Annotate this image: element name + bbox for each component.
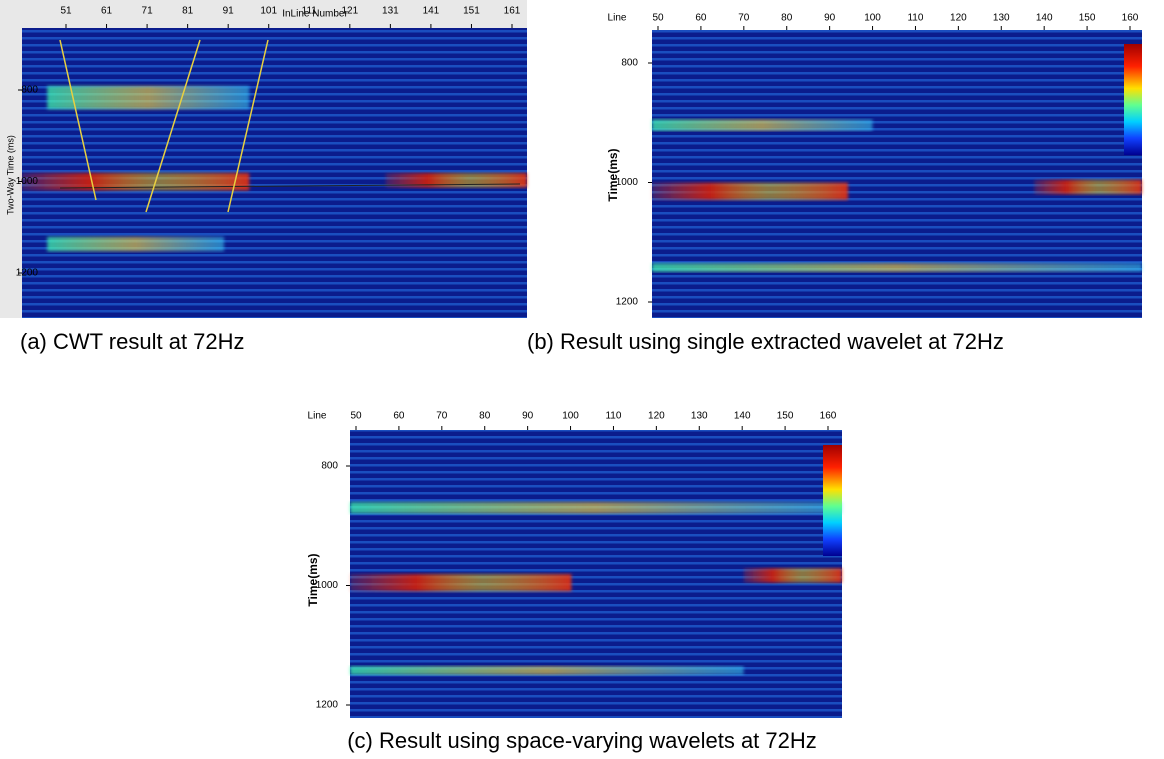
x-tick-label: 131	[382, 6, 399, 17]
y-axis-label: Two-Way Time (ms)	[5, 135, 15, 215]
amplitude-band	[652, 263, 1142, 272]
x-tick-label: 80	[781, 13, 793, 24]
color-bar	[1124, 44, 1142, 155]
amplitude-band	[350, 666, 744, 675]
x-tick-label: 101	[260, 6, 277, 17]
fault-line	[59, 39, 97, 201]
x-tick-label: 150	[777, 411, 794, 422]
color-bar	[823, 445, 842, 556]
horizon-pick	[59, 183, 521, 189]
x-tick-label: 121	[341, 6, 358, 17]
y-tick-label: 800	[621, 58, 638, 69]
y-tick-label: 1000	[316, 580, 339, 591]
amplitude-band	[652, 119, 873, 131]
x-tick-label: 90	[824, 13, 836, 24]
x-tick-label: 111	[302, 6, 318, 17]
x-tick-label: 91	[223, 6, 235, 17]
seismic-image	[652, 30, 1142, 318]
x-tick-label: 61	[101, 6, 113, 17]
x-tick-label: 150	[1079, 13, 1096, 24]
y-tick-label: 1000	[616, 177, 639, 188]
x-tick-label: 50	[350, 411, 362, 422]
y-tick-label: 800	[21, 85, 38, 96]
x-tick-label: 120	[950, 13, 967, 24]
amplitude-band	[47, 236, 224, 252]
x-tick-label: 130	[691, 411, 708, 422]
amplitude-band	[652, 182, 848, 200]
y-tick-label: 800	[321, 461, 338, 472]
x-tick-label: 161	[504, 6, 521, 17]
y-axis-label: Time(ms)	[306, 553, 320, 606]
x-tick-label: 151	[463, 6, 480, 17]
x-tick-label: 71	[142, 6, 154, 17]
x-tick-label: 110	[605, 411, 621, 422]
x-tick-label: 50	[652, 13, 664, 24]
x-tick-label: 60	[393, 411, 405, 422]
caption: (b) Result using single extracted wavele…	[527, 329, 1004, 354]
amplitude-band	[22, 173, 250, 191]
x-tick-label: 140	[734, 411, 751, 422]
amplitude-band	[350, 574, 572, 592]
x-tick-label: 160	[1122, 13, 1139, 24]
amplitude-band	[47, 86, 250, 110]
x-tick-label: 141	[423, 6, 440, 17]
x-tick-label: 70	[436, 411, 448, 422]
x-tick-label: 51	[60, 6, 72, 17]
x-tick-label: 120	[648, 411, 665, 422]
x-axis-label: InLine Number	[282, 9, 348, 20]
amplitude-band	[1034, 179, 1142, 195]
x-tick-label: 140	[1036, 13, 1053, 24]
x-tick-label: 100	[562, 411, 579, 422]
x-tick-label: 100	[864, 13, 881, 24]
amplitude-band	[350, 502, 842, 514]
y-tick-label: 1200	[616, 297, 639, 308]
fault-line	[227, 39, 269, 213]
fault-line	[145, 39, 201, 213]
x-tick-label: 80	[479, 411, 491, 422]
caption: (a) CWT result at 72Hz	[20, 329, 245, 354]
caption: (c) Result using space-varying wavelets …	[347, 728, 817, 753]
amplitude-band	[743, 568, 842, 583]
x-axis-label: Line	[308, 411, 327, 422]
x-tick-label: 70	[738, 13, 750, 24]
x-tick-label: 160	[820, 411, 837, 422]
x-tick-label: 60	[695, 13, 707, 24]
y-axis-label: Time(ms)	[606, 148, 620, 201]
x-tick-label: 110	[907, 13, 923, 24]
x-tick-label: 130	[993, 13, 1010, 24]
x-axis-label: Line	[608, 13, 627, 24]
x-tick-label: 81	[182, 6, 194, 17]
x-tick-label: 90	[522, 411, 534, 422]
y-tick-label: 1200	[16, 268, 39, 279]
y-tick-label: 1000	[16, 176, 39, 187]
y-tick-label: 1200	[316, 700, 339, 711]
